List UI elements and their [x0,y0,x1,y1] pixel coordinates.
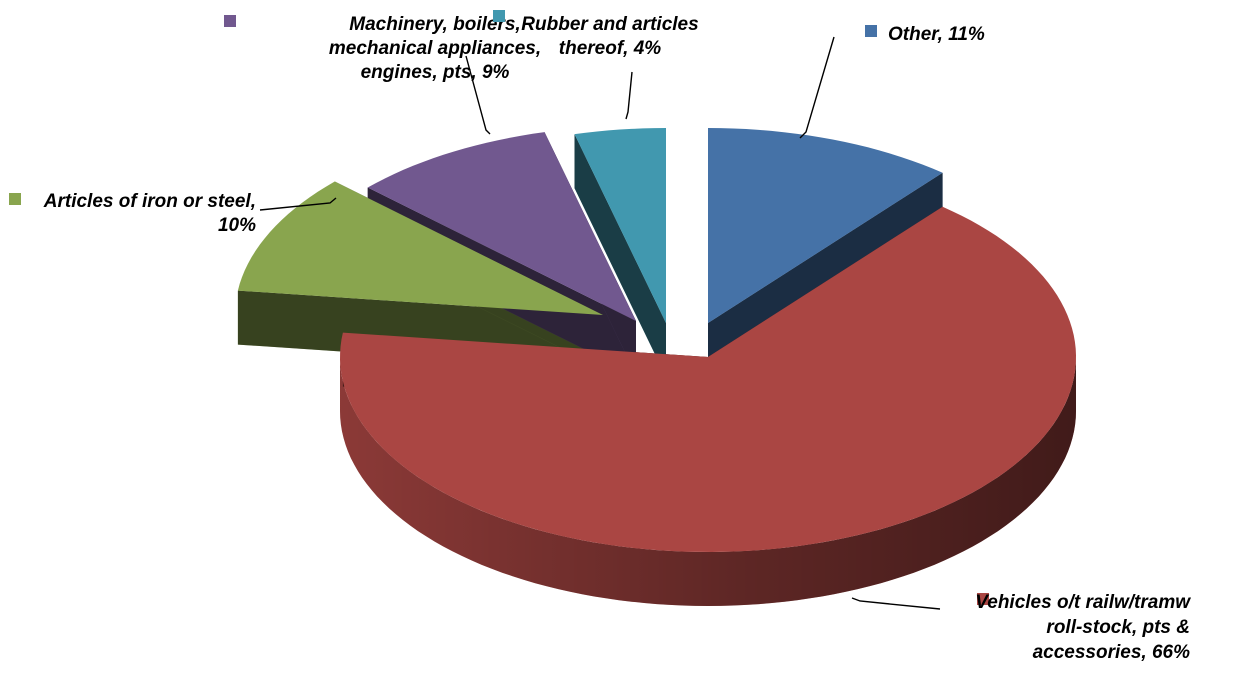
data-label-machinery-boilers-mechanical-appliances-engines-pts: Machinery, boilers, mechanical appliances… [329,14,541,83]
data-label-line: roll-stock, pts & [1046,617,1190,638]
leader-line-rubber-and-articles-thereof [625,71,633,120]
pie-slice-rubber-and-articles-thereof [574,128,666,323]
data-label-rubber-and-articles-thereof: Rubber and articles thereof, 4% [521,14,698,59]
data-label-line: Articles of iron or steel, [43,191,256,212]
pie-labels: Other, 11% Vehicles o/t railw/tramw roll-s… [9,10,1191,663]
leader-line-articles-of-iron-or-steel [259,197,337,211]
data-label-other: Other, 11% [888,24,985,45]
pie-slice-vehicles-o-t-railw-tramw-roll-stock-pts-accessories [340,206,1076,552]
leader-line-other [799,36,835,139]
leader-line-machinery-boilers-mechanical-appliances-engines-pts [465,55,491,135]
legend-marker-vehicles-o-t-railw-tramw-roll-stock-pts-accessories [977,593,989,605]
legend-marker-rubber-and-articles-thereof [493,10,505,22]
data-label-line: Machinery, boilers, [349,14,520,35]
pie-cut-shade-0-rubber-and-articles-thereof [574,134,666,377]
pie-side-shade-vehicles-o-t-railw-tramw-roll-stock-pts-accessories [340,357,1076,606]
data-label-line: Other, 11% [888,24,985,45]
pie-slice-machinery-boilers-mechanical-appliances-engines-pts [367,132,636,321]
data-label-vehicles-o-t-railw-tramw-roll-stock-pts-accessories: Vehicles o/t railw/tramw roll-stock, pts … [975,592,1191,663]
data-label-line: 10% [218,215,256,236]
data-label-line: Rubber and articles [521,14,698,35]
data-label-line: accessories, 66% [1033,642,1191,663]
data-label-articles-of-iron-or-steel: Articles of iron or steel, 10% [43,191,256,236]
data-label-line: thereof, 4% [559,38,662,59]
legend-marker-machinery-boilers-mechanical-appliances-engines-pts [224,15,236,27]
data-label-line: mechanical appliances, [329,38,541,59]
legend-marker-articles-of-iron-or-steel [9,193,21,205]
legend-marker-other [865,25,877,37]
data-label-line: engines, pts, 9% [361,62,510,83]
leader-line-vehicles-o-t-railw-tramw-roll-stock-pts-accessories [851,597,941,610]
pie-slice-other [708,128,943,323]
pie-tops [237,128,1076,552]
pie-slice-articles-of-iron-or-steel [237,181,603,315]
data-label-line: Vehicles o/t railw/tramw [975,592,1191,613]
